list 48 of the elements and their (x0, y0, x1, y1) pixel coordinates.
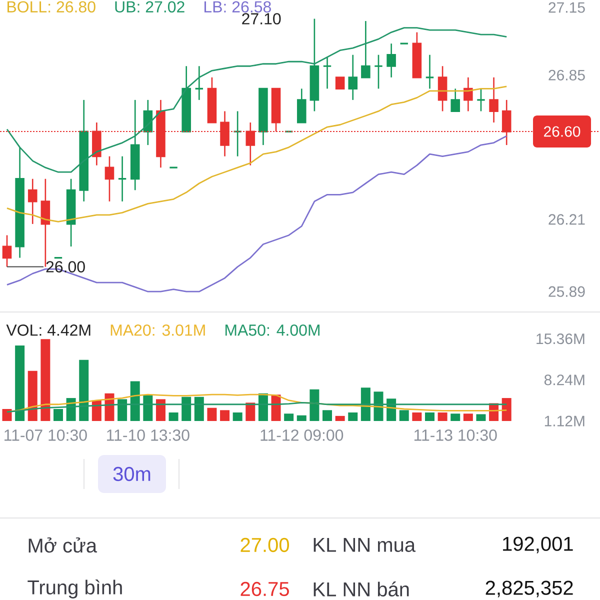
candlestick (296, 88, 306, 124)
annotation: 26.60 (544, 126, 580, 137)
candlestick (438, 65, 448, 112)
candlestick (2, 234, 12, 268)
text: 192,001 (503, 536, 573, 554)
text: KL NN bán (314, 582, 409, 596)
y-tick-label: 25.89 (548, 286, 585, 297)
text: 2,825,352 (486, 580, 573, 598)
candlestick (335, 76, 345, 90)
text: UB: 27.02 (115, 1, 184, 13)
y-tick-label: 1.12M (544, 416, 584, 426)
text: 30m (113, 466, 150, 482)
candlestick (28, 178, 38, 225)
text: MA20: 3.01M (110, 324, 205, 336)
candlestick (322, 56, 332, 90)
candlestick (386, 42, 396, 78)
candlestick (361, 20, 370, 78)
text: MA50: 4.00M (225, 324, 320, 336)
text: Trung bình (28, 580, 122, 598)
y-tick-label: 27.15 (548, 2, 585, 13)
text: 27.00 (240, 538, 290, 552)
text: 26.75 (240, 582, 289, 596)
candlestick (104, 156, 114, 202)
x-tick-label: 11-10 13:30 (107, 430, 190, 441)
candlestick (118, 156, 127, 202)
candlestick (489, 76, 498, 124)
x-tick-label: 11-12 09:00 (260, 430, 344, 441)
text: KL NN mua (314, 538, 416, 552)
candlestick (425, 54, 434, 90)
candlestick (464, 76, 473, 112)
text: Mở cửa (28, 537, 98, 553)
y-tick-label: 26.21 (548, 214, 585, 225)
annotation: 27.10 (242, 13, 281, 24)
candlestick (348, 54, 358, 101)
annotation: 26.00 (46, 261, 85, 272)
x-tick-label: 11-07 10:30 (4, 430, 87, 441)
y-tick-label: 8.24M (544, 374, 584, 386)
candlestick (476, 88, 486, 112)
candlestick (194, 65, 204, 101)
candlestick (450, 88, 460, 112)
y-tick-label: 26.85 (548, 70, 585, 80)
y-tick-label: 15.36M (536, 334, 584, 344)
series-label: VOL: 4.42M (6, 324, 90, 336)
text: BOLL: 26.80 (8, 1, 96, 13)
x-tick-label: 11-13 10:30 (414, 430, 497, 441)
text: LB: 26.58 (204, 1, 271, 13)
candlestick (232, 110, 242, 157)
candlestick (374, 54, 384, 90)
